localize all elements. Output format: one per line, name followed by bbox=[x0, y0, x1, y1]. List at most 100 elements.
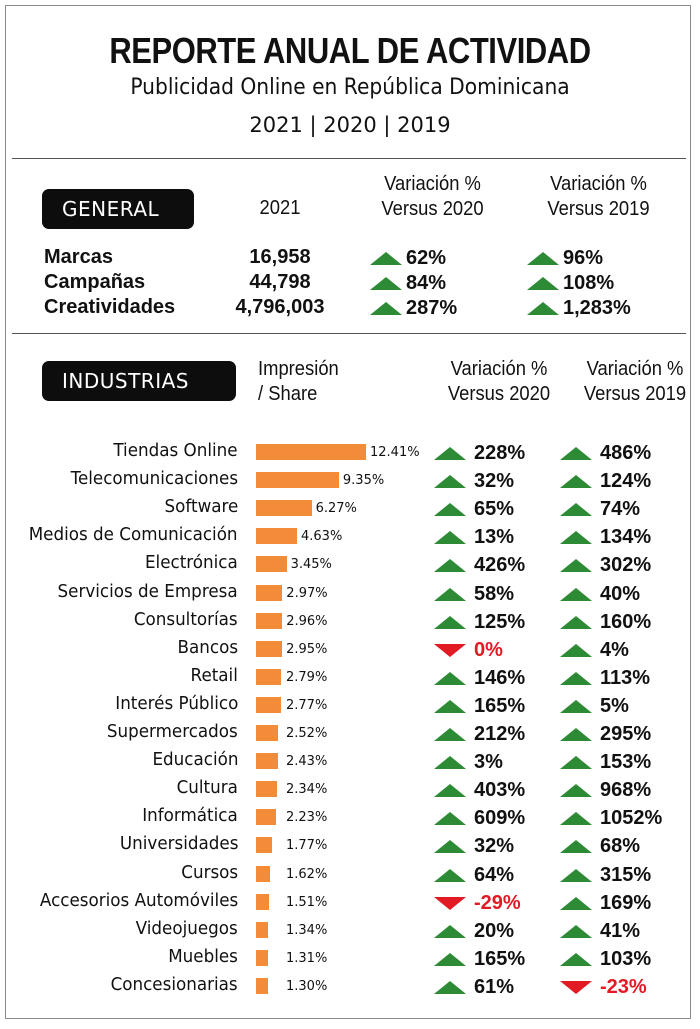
industry-var-2019-text: 124% bbox=[600, 470, 652, 493]
industry-var-2020-text: 64% bbox=[474, 863, 515, 886]
general-row-v2019: 108% bbox=[527, 272, 614, 295]
arrow-up-icon bbox=[560, 728, 592, 741]
industry-label: Cultura bbox=[176, 777, 238, 799]
industry-label: Muebles bbox=[168, 945, 238, 967]
share-value-label: 1.31% bbox=[286, 950, 328, 966]
share-bar bbox=[256, 668, 281, 685]
industry-var-2019-text: 5% bbox=[600, 694, 629, 717]
industries-col-var2020-line2: Versus 2020 bbox=[447, 383, 551, 405]
industry-label: Bancos bbox=[177, 636, 238, 658]
industry-var-2020: 58% bbox=[434, 583, 514, 606]
industry-var-2020-text: 32% bbox=[474, 470, 515, 493]
industry-var-2019-text: 74% bbox=[600, 498, 641, 521]
industry-var-2019: -23% bbox=[560, 976, 647, 999]
industry-label: Universidades bbox=[119, 833, 238, 855]
industry-var-2020: 13% bbox=[434, 526, 514, 549]
industry-var-2020-text: 403% bbox=[474, 779, 526, 802]
arrow-up-icon bbox=[434, 559, 466, 573]
share-bar bbox=[256, 696, 281, 713]
share-value-label: 2.52% bbox=[286, 726, 328, 741]
industry-label: Consultorías bbox=[134, 608, 238, 630]
industry-label: Interés Público bbox=[114, 692, 238, 714]
industry-var-2020: 125% bbox=[434, 611, 525, 634]
industry-var-2020-text: 13% bbox=[474, 526, 515, 549]
industry-var-2020: 228% bbox=[434, 442, 525, 465]
arrow-up-icon bbox=[560, 924, 592, 938]
share-bar bbox=[256, 781, 277, 798]
industries-badge: INDUSTRIAS bbox=[42, 361, 236, 401]
share-value-label: 2.79% bbox=[286, 669, 328, 685]
industry-var-2020: 64% bbox=[434, 864, 514, 887]
share-bar bbox=[256, 921, 268, 938]
industry-var-2019: 74% bbox=[560, 498, 640, 521]
industry-var-2020: 146% bbox=[434, 667, 525, 690]
share-value-label: 1.77% bbox=[286, 838, 328, 854]
industry-var-2020-text: 3% bbox=[474, 751, 503, 774]
industry-var-2019-text: -23% bbox=[600, 975, 647, 998]
report-title: REPORTE ANUAL DE ACTIVIDAD bbox=[109, 30, 591, 71]
share-bar bbox=[256, 640, 283, 657]
general-row-v2020: 62% bbox=[370, 247, 446, 270]
arrow-up-icon bbox=[560, 896, 592, 910]
arrow-up-icon bbox=[527, 252, 559, 265]
arrow-up-icon bbox=[434, 868, 466, 882]
industry-var-2020: 32% bbox=[434, 470, 514, 493]
share-value-label: 1.62% bbox=[286, 866, 328, 882]
industry-label: Supermercados bbox=[107, 721, 238, 742]
industry-var-2019: 103% bbox=[560, 948, 651, 971]
industry-label: Cursos bbox=[181, 861, 238, 883]
share-value-label: 6.27% bbox=[315, 501, 357, 517]
industry-var-2020: 165% bbox=[434, 948, 525, 971]
industry-var-2019-text: 113% bbox=[600, 666, 651, 689]
industry-var-2020-text: 165% bbox=[474, 947, 526, 970]
industry-var-2019: 1052% bbox=[560, 807, 662, 830]
industries-col-var2020-line1: Variación % bbox=[450, 358, 548, 380]
industries-col-share-line1: Impresión bbox=[258, 358, 339, 380]
industry-var-2019-text: 134% bbox=[600, 526, 652, 549]
industries-col-var2019-line1: Variación % bbox=[586, 358, 684, 380]
share-bar bbox=[256, 500, 312, 517]
industry-label: Informática bbox=[142, 805, 238, 827]
industry-var-2020-text: 125% bbox=[474, 610, 526, 633]
divider bbox=[12, 333, 686, 334]
share-bar bbox=[256, 949, 268, 966]
industry-label: Concesionarias bbox=[110, 973, 238, 995]
industry-var-2020-text: 146% bbox=[474, 666, 526, 689]
arrow-up-icon bbox=[434, 924, 466, 938]
general-row-v2020: 287% bbox=[370, 297, 457, 320]
share-bar bbox=[256, 556, 287, 573]
arrow-up-icon bbox=[434, 615, 466, 629]
industry-var-2020: -29% bbox=[434, 892, 521, 915]
general-row-value: 16,958 bbox=[249, 246, 311, 268]
industry-var-2019-text: 968% bbox=[600, 779, 652, 802]
arrow-up-icon bbox=[370, 302, 402, 315]
share-bar bbox=[256, 809, 276, 826]
arrow-up-icon bbox=[560, 671, 592, 685]
general-row-value: 44,798 bbox=[249, 271, 311, 293]
industry-var-2019-text: 41% bbox=[600, 919, 641, 942]
arrow-down-icon bbox=[434, 896, 466, 910]
share-bar bbox=[256, 612, 283, 629]
industry-label: Videojuegos bbox=[135, 917, 238, 939]
arrow-up-icon bbox=[560, 531, 592, 545]
share-value-label: 1.34% bbox=[286, 922, 328, 938]
general-col-var2019-line1: Variación % bbox=[550, 173, 647, 195]
industry-var-2020-text: 609% bbox=[474, 807, 526, 830]
general-row-label: Marcas bbox=[44, 246, 113, 268]
arrow-up-icon bbox=[434, 952, 466, 966]
industries-col-share: Impresión / Share bbox=[258, 357, 339, 407]
share-bar bbox=[256, 893, 270, 910]
general-row-v2019: 1,283% bbox=[527, 297, 631, 320]
industry-var-2019: 295% bbox=[560, 723, 651, 746]
industry-var-2019: 968% bbox=[560, 779, 651, 802]
industries-col-share-line2: / Share bbox=[258, 383, 318, 405]
industry-var-2019-text: 4% bbox=[600, 638, 629, 661]
arrow-up-icon bbox=[434, 699, 466, 713]
share-value-label: 2.43% bbox=[286, 754, 328, 770]
industry-var-2020: 0% bbox=[434, 639, 503, 662]
general-row-label: Campañas bbox=[44, 271, 146, 293]
arrow-up-icon bbox=[560, 812, 592, 826]
arrow-up-icon bbox=[434, 447, 466, 460]
industries-col-var2020: Variación % Versus 2020 bbox=[426, 357, 571, 407]
industry-label: Medios de Comunicación bbox=[29, 524, 238, 546]
